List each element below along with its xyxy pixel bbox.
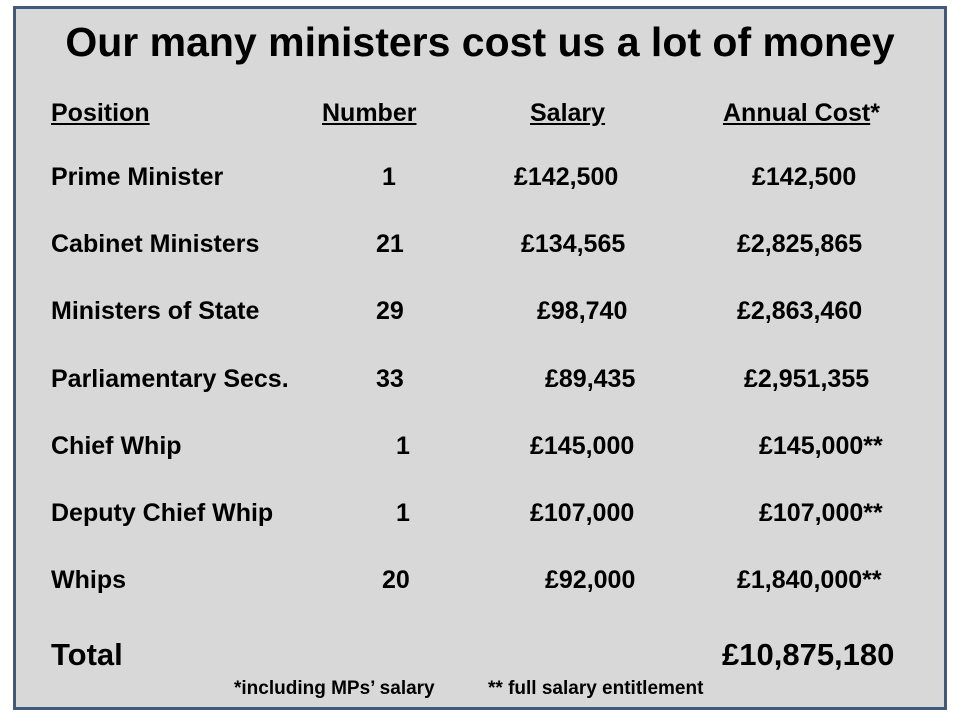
header-annual-cost-label: Annual Cost <box>723 99 871 127</box>
row-annual-cost: £1,840,000** <box>737 566 882 594</box>
row-number: 1 <box>396 432 410 460</box>
header-position-label: Position <box>51 99 150 127</box>
row-annual-cost: £145,000** <box>759 432 883 460</box>
row-salary: £89,435 <box>545 365 636 393</box>
row-salary: £134,565 <box>521 230 626 258</box>
row-annual-cost: £2,951,355 <box>744 365 870 393</box>
header-number-label: Number <box>322 99 417 127</box>
row-number: 20 <box>382 566 410 594</box>
row-salary: £142,500 <box>514 163 619 191</box>
footnote-full-salary: ** full salary entitlement <box>488 678 704 699</box>
header-salary-label: Salary <box>530 99 606 127</box>
row-number: 1 <box>382 163 396 191</box>
row-number: 21 <box>376 230 404 258</box>
row-annual-cost: £2,863,460 <box>737 297 863 325</box>
row-position: Chief Whip <box>51 432 182 460</box>
row-salary: £92,000 <box>545 566 636 594</box>
header-annual-cost-marker: * <box>870 99 880 127</box>
slide-frame <box>13 6 947 710</box>
row-number: 33 <box>376 365 404 393</box>
header-salary: Salary <box>530 98 605 128</box>
header-number: Number <box>322 98 416 128</box>
row-annual-cost: £107,000** <box>759 499 883 527</box>
row-position: Ministers of State <box>51 297 260 325</box>
total-label: Total <box>51 637 123 672</box>
row-number: 1 <box>396 499 410 527</box>
row-salary: £107,000 <box>530 499 635 527</box>
header-annual-cost: Annual Cost* <box>723 98 880 128</box>
row-salary: £98,740 <box>537 297 628 325</box>
row-number: 29 <box>376 297 404 325</box>
footnote-mps-salary: *including MPs’ salary <box>234 678 435 699</box>
row-position: Cabinet Ministers <box>51 230 260 258</box>
row-position: Prime Minister <box>51 163 224 191</box>
row-position: Whips <box>51 566 126 594</box>
header-position: Position <box>51 98 150 128</box>
row-annual-cost: £2,825,865 <box>737 230 863 258</box>
row-position: Deputy Chief Whip <box>51 499 274 527</box>
slide-title: Our many ministers cost us a lot of mone… <box>65 19 895 65</box>
total-value: £10,875,180 <box>722 637 895 672</box>
row-position: Parliamentary Secs. <box>51 365 289 393</box>
row-annual-cost: £142,500 <box>752 163 857 191</box>
row-salary: £145,000 <box>530 432 635 460</box>
